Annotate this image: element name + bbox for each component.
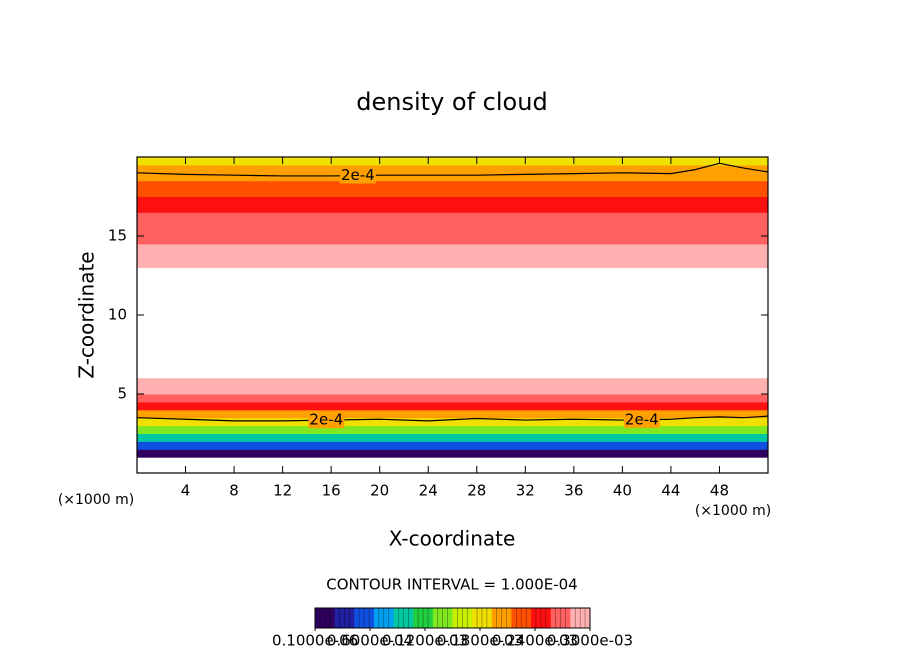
y-tick-label: 5 (117, 385, 127, 403)
density-band (137, 433, 768, 442)
colorbar-tick-label: 0.1000e-06 (272, 632, 358, 650)
contour-label: 2e-4 (341, 166, 375, 184)
y-tick-label: 15 (108, 227, 127, 245)
density-band (137, 164, 768, 174)
x-tick-label: 20 (370, 482, 389, 500)
density-band (137, 251, 768, 261)
density-band (137, 243, 768, 253)
colorbar-tick-label: 0.1800e-03 (437, 632, 523, 650)
density-band (137, 236, 768, 245)
x-tick-label: 44 (661, 482, 680, 500)
colorbar-tick-label: 0.3000e-03 (547, 632, 633, 650)
y-axis-label: Z-coordinate (75, 251, 99, 378)
x-axis-label: X-coordinate (389, 527, 516, 551)
contour-label-bg (339, 167, 376, 184)
contour-line (136, 415, 769, 422)
x-tick-label: 16 (322, 482, 341, 500)
density-band (137, 172, 768, 182)
density-band (137, 441, 768, 450)
density-band (137, 196, 768, 205)
density-band (137, 409, 768, 419)
density-band (137, 417, 768, 427)
density-band (137, 449, 768, 458)
density-band (137, 386, 768, 395)
x-unit-label: (×1000 m) (695, 503, 771, 519)
contour-label: 2e-4 (309, 411, 343, 429)
density-band (137, 259, 768, 269)
density-band (137, 157, 768, 166)
density-band (137, 401, 768, 411)
density-band (137, 188, 768, 197)
density-band (137, 378, 768, 387)
chart-title: density of cloud (356, 88, 547, 116)
x-tick-label: 28 (467, 482, 486, 500)
density-band (137, 228, 768, 237)
density-band (137, 180, 768, 190)
contour-line (136, 162, 769, 177)
x-tick-label: 24 (419, 482, 438, 500)
contour-label-bg (623, 411, 660, 428)
x-tick-label: 32 (516, 482, 535, 500)
colorbar-tick-label: 0.2400e-03 (492, 632, 578, 650)
y-unit-label: (×1000 m) (58, 492, 134, 508)
x-tick-label: 40 (613, 482, 632, 500)
density-band (137, 425, 768, 434)
contour-label-bg (308, 412, 345, 429)
density-band (137, 220, 768, 229)
x-tick-label: 36 (564, 482, 583, 500)
density-band (137, 212, 768, 221)
y-tick-label: 10 (108, 306, 127, 324)
contour-interval: CONTOUR INTERVAL = 1.000E-04 (326, 576, 577, 594)
colorbar-frame (314, 607, 591, 629)
colorbar-tick-label: 0.6000e-04 (327, 632, 413, 650)
colorbar-tick-label: 0.1200e-03 (382, 632, 468, 650)
x-tick-label: 48 (710, 482, 729, 500)
density-band (137, 204, 768, 213)
density-band (137, 394, 768, 403)
x-tick-label: 8 (229, 482, 239, 500)
x-tick-label: 12 (273, 482, 292, 500)
x-tick-label: 4 (181, 482, 191, 500)
contour-label: 2e-4 (625, 410, 659, 428)
